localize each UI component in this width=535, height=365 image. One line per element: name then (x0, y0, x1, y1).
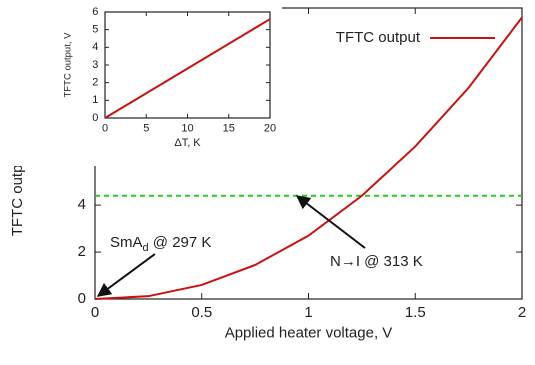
annotation-part: @ 297 K (149, 234, 212, 251)
annotation-arrow (295, 195, 366, 249)
x-tick-label: 0 (102, 122, 108, 134)
y-tick-label: 4 (78, 196, 86, 213)
annotation: SmAd @ 297 K (110, 234, 211, 254)
y-axis-label: TFTC output, V (63, 32, 74, 98)
x-tick-label: 1 (304, 304, 312, 321)
x-tick-label: 20 (264, 122, 276, 134)
x-tick-label: 0.5 (191, 304, 212, 321)
inset-background (0, 0, 282, 166)
x-tick-label: 10 (181, 122, 193, 134)
data-line (104, 18, 271, 119)
y-tick-label: 6 (92, 6, 98, 18)
x-axis-label: Applied heater voltage, V (225, 324, 393, 341)
data-line (94, 16, 523, 300)
x-tick-label: 15 (223, 122, 235, 134)
y-tick-label: 1 (92, 94, 98, 106)
annotation-part: N→I @ 313 K (330, 253, 423, 270)
y-tick-label: 2 (78, 243, 86, 260)
y-tick-label: 0 (92, 112, 98, 124)
x-axis-label: ΔT, K (174, 137, 201, 149)
y-tick-label: 3 (92, 59, 98, 71)
x-tick-label: 1.5 (405, 304, 426, 321)
y-tick-label: 2 (92, 77, 98, 89)
x-tick-label: 2 (518, 304, 526, 321)
y-tick-label: 5 (92, 24, 98, 36)
annotation-arrow (96, 253, 156, 297)
x-tick-label: 0 (91, 304, 99, 321)
y-tick-label: 0 (78, 290, 86, 307)
y-tick-label: 4 (92, 41, 98, 53)
x-tick-label: 5 (143, 122, 149, 134)
annotation: N→I @ 313 K (330, 253, 423, 270)
annotation-part: SmA (110, 234, 143, 251)
legend-label: TFTC output (336, 29, 421, 46)
annotation-part: d (143, 242, 149, 254)
